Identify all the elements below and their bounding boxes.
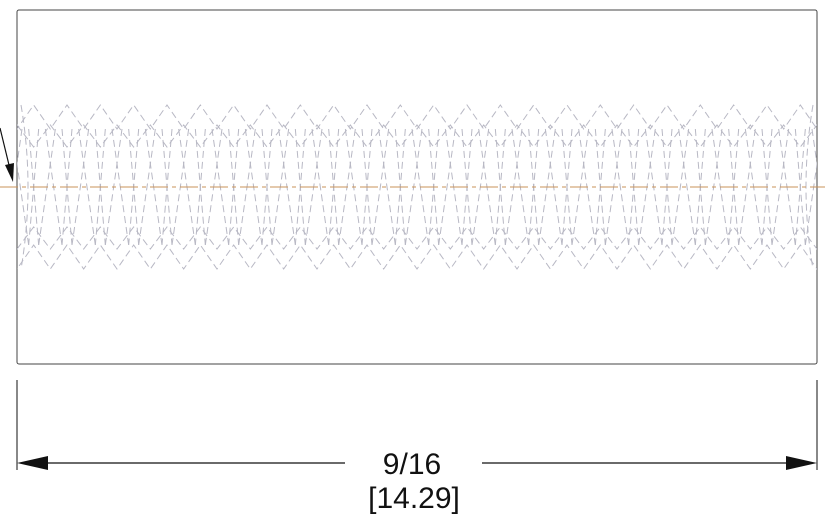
thread-end-left xyxy=(20,104,29,270)
thread-flank-line xyxy=(261,128,273,246)
thread-end-right xyxy=(805,104,814,270)
thread-flank-line xyxy=(378,128,396,246)
thread-flank-line xyxy=(17,160,30,246)
dimension-arrow-left xyxy=(17,456,48,470)
thread-flank-line xyxy=(138,128,156,246)
thread-flank-line xyxy=(561,128,573,246)
thread-flank-line xyxy=(194,128,206,246)
thread-flank-line xyxy=(71,128,90,246)
thread-root-bottom xyxy=(17,226,817,250)
dimension-arrow-right xyxy=(786,456,817,470)
thread-crest-bottom xyxy=(17,244,817,270)
dimension-fraction-label: 9/16 xyxy=(383,448,441,481)
thread-root-top xyxy=(17,124,817,148)
leader-arrow xyxy=(0,127,14,182)
thread-flank-line xyxy=(494,128,506,246)
thread-flank-line xyxy=(311,128,330,246)
thread-flank-line xyxy=(371,128,390,246)
thread-flank-line xyxy=(438,128,456,246)
thread-flank-line xyxy=(678,128,696,246)
thread-crest-top xyxy=(17,104,817,130)
thread-flank-line xyxy=(611,128,630,246)
thread-flank-line xyxy=(794,128,806,246)
thread-flank-line xyxy=(78,128,96,246)
dimension-line xyxy=(17,456,817,470)
thread-flank-line xyxy=(671,128,690,246)
dimension-metric-label: [14.29] xyxy=(368,482,460,515)
thread-flank-line xyxy=(738,128,756,246)
